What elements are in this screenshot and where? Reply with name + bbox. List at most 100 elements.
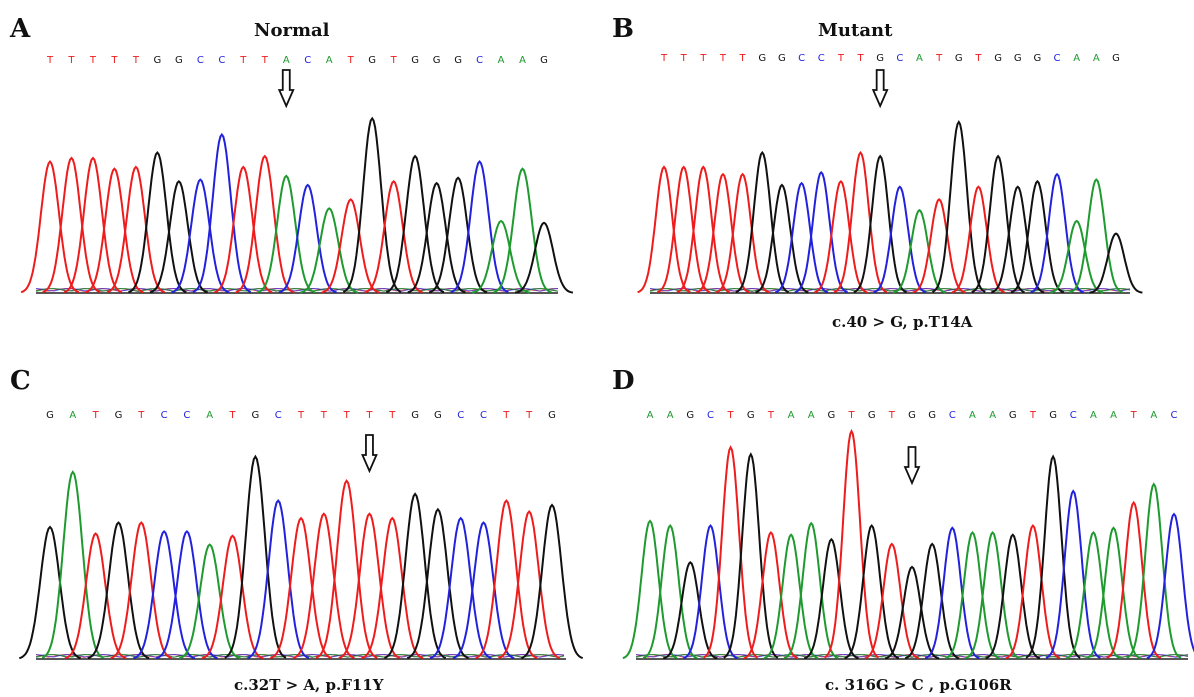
noise-line (649, 287, 1131, 293)
base-call: T (856, 53, 864, 64)
peak-t (833, 150, 888, 294)
base-call: G (928, 410, 936, 421)
base-call: G (433, 55, 441, 66)
base-call: G (411, 410, 419, 421)
base-call: G (908, 410, 916, 421)
peak-c (452, 521, 515, 660)
base-call: T (660, 53, 668, 64)
base-call: T (502, 410, 510, 421)
base-call: C (896, 53, 903, 64)
peak-g (1010, 179, 1065, 294)
peak-g (985, 533, 1041, 660)
base-call: T (390, 55, 398, 66)
base-call: G (828, 410, 836, 421)
base-call: T (239, 55, 247, 66)
base-call: T (388, 410, 396, 421)
peak-t (42, 156, 101, 294)
base-call: G (548, 410, 556, 421)
peak-g (971, 154, 1025, 294)
peak-c (450, 160, 509, 294)
peak-t (63, 156, 123, 294)
base-call: T (767, 410, 775, 421)
peak-t (1005, 523, 1061, 660)
base-call: T (847, 410, 855, 421)
peak-t (715, 172, 770, 294)
peak-c (155, 529, 218, 660)
base-call: G (1014, 53, 1022, 64)
peak-c (1045, 489, 1101, 659)
panel-b-title: Mutant (818, 20, 893, 41)
peak-t (269, 516, 333, 660)
peak-t (235, 154, 294, 294)
base-call: T (67, 55, 75, 66)
base-call: T (680, 53, 688, 64)
base-call: G (540, 55, 548, 66)
peak-t (85, 167, 144, 294)
base-call: A (1110, 410, 1117, 421)
base-call: G (251, 410, 259, 421)
base-call: T (347, 55, 355, 66)
base-call: C (275, 410, 282, 421)
base-call: A (69, 410, 76, 421)
mutation-arrow-icon (871, 69, 889, 109)
base-call: G (1009, 410, 1017, 421)
base-call: G (154, 55, 162, 66)
base-call: G (868, 410, 876, 421)
peak-g (991, 185, 1045, 294)
peak-t (321, 198, 380, 294)
peak-c (192, 132, 252, 294)
base-call: A (206, 410, 213, 421)
base-call: C (183, 410, 190, 421)
peak-g (931, 120, 986, 293)
peak-c (1146, 512, 1194, 660)
peak-t (703, 445, 759, 659)
mutation-arrow-icon (361, 434, 378, 474)
base-call: G (686, 410, 694, 421)
peak-a (965, 530, 1020, 660)
base-call: G (778, 53, 786, 64)
base-call: A (1073, 53, 1080, 64)
peak-t (364, 180, 423, 294)
peak-g (723, 452, 779, 659)
base-call: A (326, 55, 333, 66)
base-call: A (989, 410, 996, 421)
base-call: G (876, 53, 884, 64)
base-call: A (808, 410, 815, 421)
peak-a (300, 207, 359, 294)
base-call: C (457, 410, 464, 421)
peak-g (1089, 232, 1143, 294)
peak-c (171, 178, 230, 294)
base-call: C (818, 53, 825, 64)
peak-t (1106, 500, 1162, 660)
base-call: C (476, 55, 483, 66)
peak-c (247, 498, 310, 660)
base-call: T (935, 53, 943, 64)
peak-c (278, 183, 337, 294)
base-call: C (949, 410, 956, 421)
peak-g (384, 492, 447, 659)
base-call: T (89, 55, 97, 66)
peak-t (106, 165, 166, 294)
base-call: T (974, 53, 982, 64)
peak-a (1050, 219, 1104, 294)
panel-d-caption: c. 316G > C , p.G106R (825, 676, 1012, 694)
base-call: C (161, 410, 168, 421)
base-call: A (1090, 410, 1097, 421)
panel-c-letter: C (10, 366, 31, 396)
peak-t (338, 512, 401, 660)
base-call: A (916, 53, 923, 64)
base-call: T (320, 410, 328, 421)
base-call: G (368, 55, 376, 66)
peak-c (794, 170, 848, 294)
peak-t (315, 479, 378, 659)
peak-a (642, 523, 698, 660)
noise-line (35, 287, 559, 293)
base-call: C (1054, 53, 1061, 64)
base-call: T (46, 55, 54, 66)
base-call: C (1070, 410, 1077, 421)
base-call: A (1093, 53, 1100, 64)
peak-a (257, 174, 316, 294)
noise-line (35, 287, 559, 293)
base-call: T (261, 55, 269, 66)
